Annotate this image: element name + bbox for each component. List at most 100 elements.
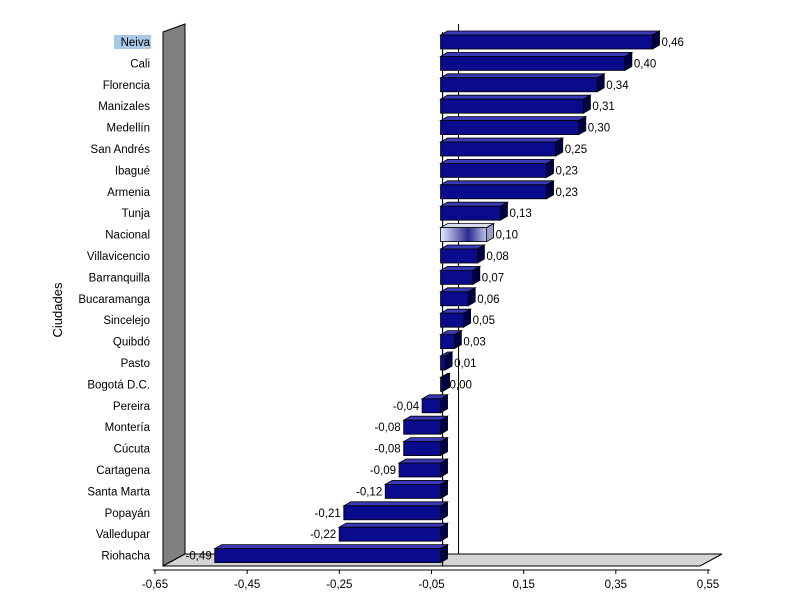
- bar-top: [439, 94, 592, 100]
- bar: [439, 180, 556, 200]
- bar-top: [213, 544, 450, 549]
- category-label: Medellín: [107, 123, 150, 135]
- x-tick-label: -0,65: [142, 579, 168, 591]
- category-label: Florencia: [103, 80, 151, 92]
- category-label: Valledupar: [96, 529, 150, 541]
- bar: [402, 436, 450, 457]
- value-label: -0,09: [370, 465, 396, 477]
- bar: [439, 94, 592, 114]
- value-label: -0,08: [374, 422, 400, 434]
- bar-front: [403, 441, 441, 457]
- value-labels: 0,46 0,40 0,34 0,31 0,300,25 0,23 0,23 0,13 0,10…: [186, 37, 684, 563]
- bar-series: [213, 30, 662, 564]
- category-label: Sincelejo: [103, 315, 150, 327]
- bar: [420, 394, 450, 414]
- bar-front: [343, 505, 441, 521]
- category-label: Quibdó: [113, 337, 150, 349]
- bar: [439, 51, 634, 72]
- y-axis-title: Ciudades: [50, 282, 65, 337]
- category-label: Bucaramanga: [78, 294, 150, 306]
- category-label: Manizales: [98, 101, 150, 113]
- bar-front: [440, 184, 547, 200]
- value-label: 0,40: [634, 58, 656, 70]
- value-label: 0,23: [556, 165, 578, 177]
- bar-front: [421, 398, 441, 414]
- bar-top: [439, 158, 556, 164]
- bar-front: [338, 526, 441, 542]
- category-label: Nacional: [105, 230, 150, 242]
- bar: [439, 158, 556, 179]
- value-label: 0,05: [473, 315, 495, 327]
- bar-top: [337, 522, 450, 528]
- bar: [439, 222, 496, 243]
- bar: [213, 543, 450, 564]
- bar-front: [214, 548, 441, 563]
- category-label: Bogotá D.C.: [87, 379, 150, 391]
- value-label: -0,08: [374, 444, 400, 456]
- value-label: 0,08: [486, 251, 508, 263]
- category-labels: Neiva Cali Florencia Manizales Medellín San A…: [78, 35, 151, 563]
- category-label: Neiva: [121, 37, 151, 49]
- bar-top: [439, 137, 565, 143]
- category-label: Riohacha: [101, 551, 150, 563]
- value-label: 0,46: [662, 37, 684, 49]
- value-label: 0,01: [454, 358, 476, 370]
- bar: [439, 115, 588, 136]
- value-label: 0,06: [477, 294, 499, 306]
- bar-front: [440, 227, 488, 243]
- bar-front: [398, 462, 441, 478]
- bar: [439, 308, 473, 328]
- category-label: Cali: [130, 58, 150, 70]
- value-label: 0,31: [592, 101, 614, 113]
- bar-front: [440, 120, 580, 135]
- bar-front: [440, 312, 464, 328]
- bar-top: [439, 73, 606, 79]
- bar: [402, 415, 450, 435]
- value-label: 0,34: [606, 80, 629, 92]
- bar-front: [440, 376, 443, 392]
- category-label: San Andrés: [91, 144, 151, 156]
- x-tick-label: 0,35: [605, 579, 627, 591]
- value-label: -0,22: [310, 529, 336, 541]
- side-wall: [162, 23, 186, 567]
- bar: [439, 265, 482, 286]
- bar: [439, 201, 509, 221]
- bar-top: [383, 479, 450, 485]
- bar-front: [440, 269, 474, 285]
- bar: [337, 522, 450, 542]
- bar-front: [384, 483, 441, 499]
- value-label: -0,12: [356, 486, 382, 498]
- value-label: 0,30: [588, 123, 610, 135]
- bar-top: [439, 223, 496, 229]
- category-label: Montería: [105, 422, 151, 434]
- bar-top: [397, 458, 450, 464]
- bar: [439, 73, 606, 93]
- category-label: Cúcuta: [114, 444, 151, 456]
- x-tick-label: -0,45: [234, 579, 260, 591]
- bar-top: [439, 180, 556, 186]
- bar-front: [440, 34, 653, 50]
- bar-front: [440, 334, 455, 350]
- bar-front: [440, 141, 557, 157]
- bar-front: [440, 291, 469, 307]
- x-tick-label: 0,55: [697, 579, 719, 591]
- bar-front: [440, 162, 547, 178]
- bar-top: [439, 30, 662, 36]
- bar: [439, 244, 486, 264]
- category-label: Popayán: [105, 508, 150, 520]
- category-label: Barranquilla: [89, 272, 151, 284]
- bar: [397, 458, 450, 478]
- bar-front: [440, 248, 478, 264]
- bar: [342, 501, 450, 521]
- bar: [439, 351, 454, 371]
- bar-top: [439, 201, 509, 207]
- category-label: Armenia: [107, 187, 150, 199]
- value-label: -0,21: [315, 508, 341, 520]
- bar-front: [440, 98, 584, 114]
- category-label: Tunja: [122, 208, 151, 220]
- x-tick-label: -0,05: [418, 579, 444, 591]
- value-label: 0,23: [556, 187, 578, 199]
- value-label: 0,10: [496, 230, 518, 242]
- category-label: Ibagué: [115, 165, 150, 177]
- bar: [383, 479, 450, 500]
